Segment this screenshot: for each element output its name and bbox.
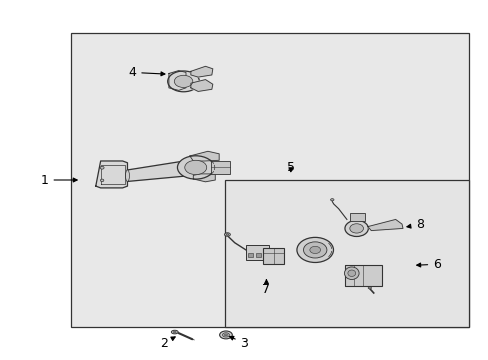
Ellipse shape (222, 333, 229, 337)
Ellipse shape (224, 233, 230, 236)
Ellipse shape (347, 270, 355, 276)
Polygon shape (189, 151, 219, 161)
Ellipse shape (219, 331, 232, 339)
Ellipse shape (296, 237, 333, 262)
Text: 6: 6 (416, 258, 440, 271)
Ellipse shape (100, 179, 103, 181)
Ellipse shape (100, 166, 104, 169)
Text: 7: 7 (262, 280, 270, 296)
Ellipse shape (177, 156, 214, 179)
Ellipse shape (167, 71, 199, 92)
Polygon shape (190, 80, 212, 91)
Ellipse shape (224, 334, 227, 336)
Polygon shape (367, 220, 402, 230)
Text: 5: 5 (286, 161, 294, 174)
Ellipse shape (330, 199, 333, 201)
Polygon shape (168, 71, 185, 90)
Ellipse shape (309, 246, 320, 253)
Bar (263, 248, 284, 264)
Bar (71, 33, 468, 327)
Ellipse shape (174, 75, 192, 87)
Polygon shape (127, 159, 193, 181)
Ellipse shape (125, 170, 129, 181)
Ellipse shape (184, 160, 206, 175)
Ellipse shape (349, 224, 363, 233)
Bar (245, 245, 269, 260)
Ellipse shape (171, 330, 178, 334)
Bar (224, 180, 468, 327)
Bar (345, 265, 382, 286)
Polygon shape (190, 66, 212, 77)
Polygon shape (96, 161, 127, 188)
Ellipse shape (173, 331, 176, 333)
Ellipse shape (303, 242, 326, 258)
Text: 4: 4 (128, 66, 164, 79)
Text: 1: 1 (41, 174, 77, 186)
Bar (349, 213, 364, 221)
Ellipse shape (344, 267, 358, 279)
Text: 8: 8 (406, 218, 423, 231)
Bar (247, 253, 252, 257)
Ellipse shape (226, 234, 228, 235)
Bar (255, 253, 260, 257)
Ellipse shape (367, 287, 371, 289)
Bar (211, 161, 229, 174)
Text: 3: 3 (229, 336, 248, 350)
Ellipse shape (344, 220, 367, 237)
Polygon shape (193, 174, 215, 182)
Text: 2: 2 (160, 337, 175, 350)
